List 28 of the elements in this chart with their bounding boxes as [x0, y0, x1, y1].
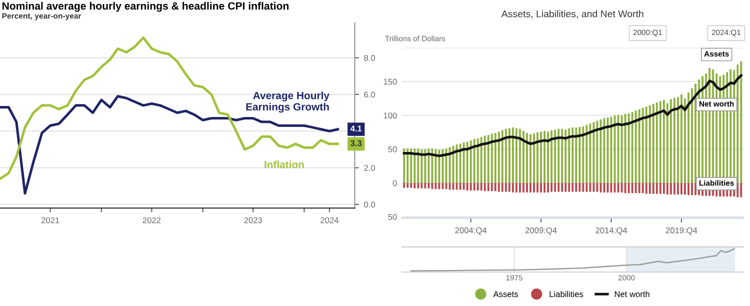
chart-title: Nominal average hourly earnings & headline CPI inflation: [2, 2, 289, 12]
y-tick-label: 8.0: [364, 54, 376, 61]
x-tick-label: 2004:Q4: [455, 227, 487, 235]
legend-label: Net worth: [614, 290, 650, 298]
y-tick-label: 150: [384, 78, 397, 85]
data-label: 3.3: [350, 140, 362, 146]
x-tick-label: 2019:Q4: [666, 227, 698, 235]
series-label: Inflation: [264, 160, 304, 168]
y-tick-label: 0.0: [364, 202, 376, 208]
legend-label: Assets: [493, 291, 518, 298]
x-tick-label: 2024: [320, 217, 338, 224]
series-label: Average Hourly Earnings Growth: [246, 92, 330, 113]
x-tick-label: 2014:Q4: [596, 227, 627, 235]
y-tick-label: 100: [384, 112, 397, 118]
line-series: [0, 36, 340, 180]
y-tick-label: 50: [388, 146, 397, 152]
y-tick-label: 2.0: [364, 164, 376, 171]
x-tick-label: 2023: [244, 217, 262, 224]
x-tick-label: 2022: [142, 217, 161, 224]
line-series: [402, 74, 742, 158]
legend-label: Liabilities: [550, 290, 584, 298]
x-tick-label: 2009:Q4: [525, 227, 557, 235]
data-label: 4.1: [350, 126, 362, 132]
y-tick-label: 0: [392, 180, 397, 186]
x-tick-label: 2021: [41, 217, 60, 224]
chart-title: Assets, Liabilities, and Net Worth: [501, 10, 644, 18]
y-tick-label: 50: [388, 214, 397, 220]
y-tick-label: 6.0: [364, 92, 376, 98]
